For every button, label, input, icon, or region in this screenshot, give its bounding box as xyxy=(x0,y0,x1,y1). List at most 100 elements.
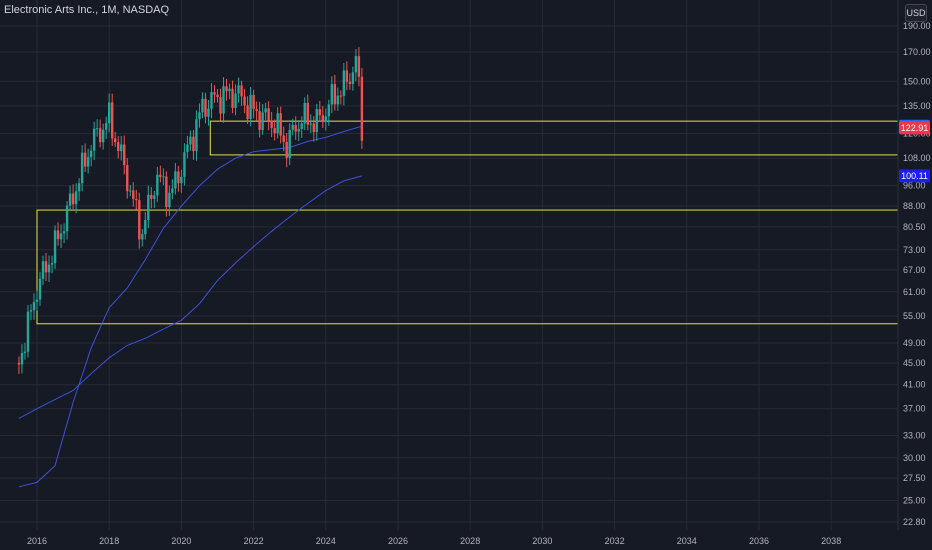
candle-body xyxy=(92,128,96,151)
candle-body xyxy=(47,264,51,273)
candle-body xyxy=(162,176,165,178)
y-tick-label: 67.00 xyxy=(903,265,926,275)
x-tick-label: 2034 xyxy=(677,536,697,546)
x-tick-label: 2022 xyxy=(244,536,264,546)
price-badge-label: 122.91 xyxy=(901,123,929,133)
currency-button[interactable]: USD xyxy=(905,4,927,22)
candle-body xyxy=(150,194,153,199)
candle-body xyxy=(104,123,108,130)
candle-body xyxy=(261,112,264,130)
ma-line xyxy=(18,175,363,419)
candle-body xyxy=(318,109,321,116)
y-tick-label: 73.00 xyxy=(903,245,926,255)
candle-body xyxy=(132,190,135,199)
candle-body xyxy=(360,76,364,141)
candle-body xyxy=(50,263,54,265)
candle-body xyxy=(246,105,249,119)
candle-body xyxy=(101,129,105,143)
candle-body xyxy=(231,88,234,108)
candle-body xyxy=(98,128,102,143)
candle-body xyxy=(174,171,177,189)
candle-body xyxy=(117,142,120,152)
candle-body xyxy=(108,102,111,124)
candle-body xyxy=(126,165,129,192)
x-tick-label: 2036 xyxy=(749,536,769,546)
y-tick-label: 88.00 xyxy=(903,201,926,211)
candle-body xyxy=(165,176,168,208)
candle-body xyxy=(288,129,291,159)
x-tick-label: 2018 xyxy=(99,536,119,546)
candle-body xyxy=(186,144,189,153)
candle-body xyxy=(306,102,309,125)
candle-body xyxy=(65,205,69,232)
symbol-title: Electronic Arts Inc., 1M, NASDAQ xyxy=(4,4,170,16)
candle-body xyxy=(354,56,358,73)
y-tick-label: 30.00 xyxy=(903,453,926,463)
x-tick-label: 2020 xyxy=(171,536,191,546)
candle-body xyxy=(219,97,222,114)
candle-body xyxy=(282,135,285,142)
candle-body xyxy=(276,113,279,134)
candle-body xyxy=(129,190,132,192)
x-tick-label: 2030 xyxy=(532,536,552,546)
candle-body xyxy=(80,152,84,184)
candle-body xyxy=(285,141,288,159)
grid-lines xyxy=(0,0,898,530)
candle-body xyxy=(339,95,343,97)
candle-body xyxy=(348,81,352,85)
x-tick-label: 2032 xyxy=(605,536,625,546)
candle-body xyxy=(258,111,261,130)
candle-body xyxy=(95,128,99,130)
candle-body xyxy=(35,299,39,303)
candle-body xyxy=(228,88,231,92)
candle-body xyxy=(26,311,30,352)
y-tick-label: 135.00 xyxy=(903,101,931,111)
y-tick-label: 170.00 xyxy=(903,47,931,57)
candle-body xyxy=(342,70,346,96)
y-tick-label: 45.00 xyxy=(903,358,926,368)
y-tick-label: 25.00 xyxy=(903,495,926,505)
candle-body xyxy=(243,96,246,106)
candle-body xyxy=(216,94,219,98)
candle-body xyxy=(204,98,207,117)
y-tick-label: 108.00 xyxy=(903,153,931,163)
support-zones xyxy=(36,120,899,325)
price-axis[interactable]: 190.00170.00150.00135.00120.00108.0096.0… xyxy=(903,21,931,527)
y-tick-label: 27.50 xyxy=(903,473,926,483)
candle-body xyxy=(225,86,228,92)
candle-body xyxy=(77,183,81,192)
candle-body xyxy=(159,174,162,177)
candles xyxy=(17,47,364,374)
candle-body xyxy=(201,98,204,113)
y-tick-label: 37.00 xyxy=(903,404,926,414)
candle-body xyxy=(324,116,327,122)
candle-body xyxy=(20,353,24,365)
candle-body xyxy=(315,109,318,133)
y-tick-label: 96.00 xyxy=(903,181,926,191)
price-badge xyxy=(899,169,930,183)
candle-body xyxy=(198,112,201,120)
y-tick-label: 61.00 xyxy=(903,287,926,297)
candle-body xyxy=(123,144,126,166)
candle-body xyxy=(279,113,282,136)
candle-body xyxy=(207,108,210,117)
time-axis[interactable]: 2016 2018 2020 2022 2024 2026 2028 2030 2032 2034… xyxy=(27,536,841,546)
candle-body xyxy=(171,188,174,193)
candle-body xyxy=(168,192,171,208)
candle-body xyxy=(147,194,150,221)
candle-body xyxy=(44,261,48,273)
candle-body xyxy=(192,136,195,152)
candle-body xyxy=(111,102,114,139)
candle-body xyxy=(74,191,78,205)
candle-body xyxy=(249,94,252,119)
candle-body xyxy=(210,92,213,109)
x-tick-label: 2024 xyxy=(316,536,336,546)
candle-body xyxy=(357,56,361,77)
candle-body xyxy=(309,123,312,125)
candle-body xyxy=(89,150,93,158)
y-tick-label: 33.00 xyxy=(903,431,926,441)
candle-body xyxy=(23,351,27,354)
candle-body xyxy=(327,104,331,117)
